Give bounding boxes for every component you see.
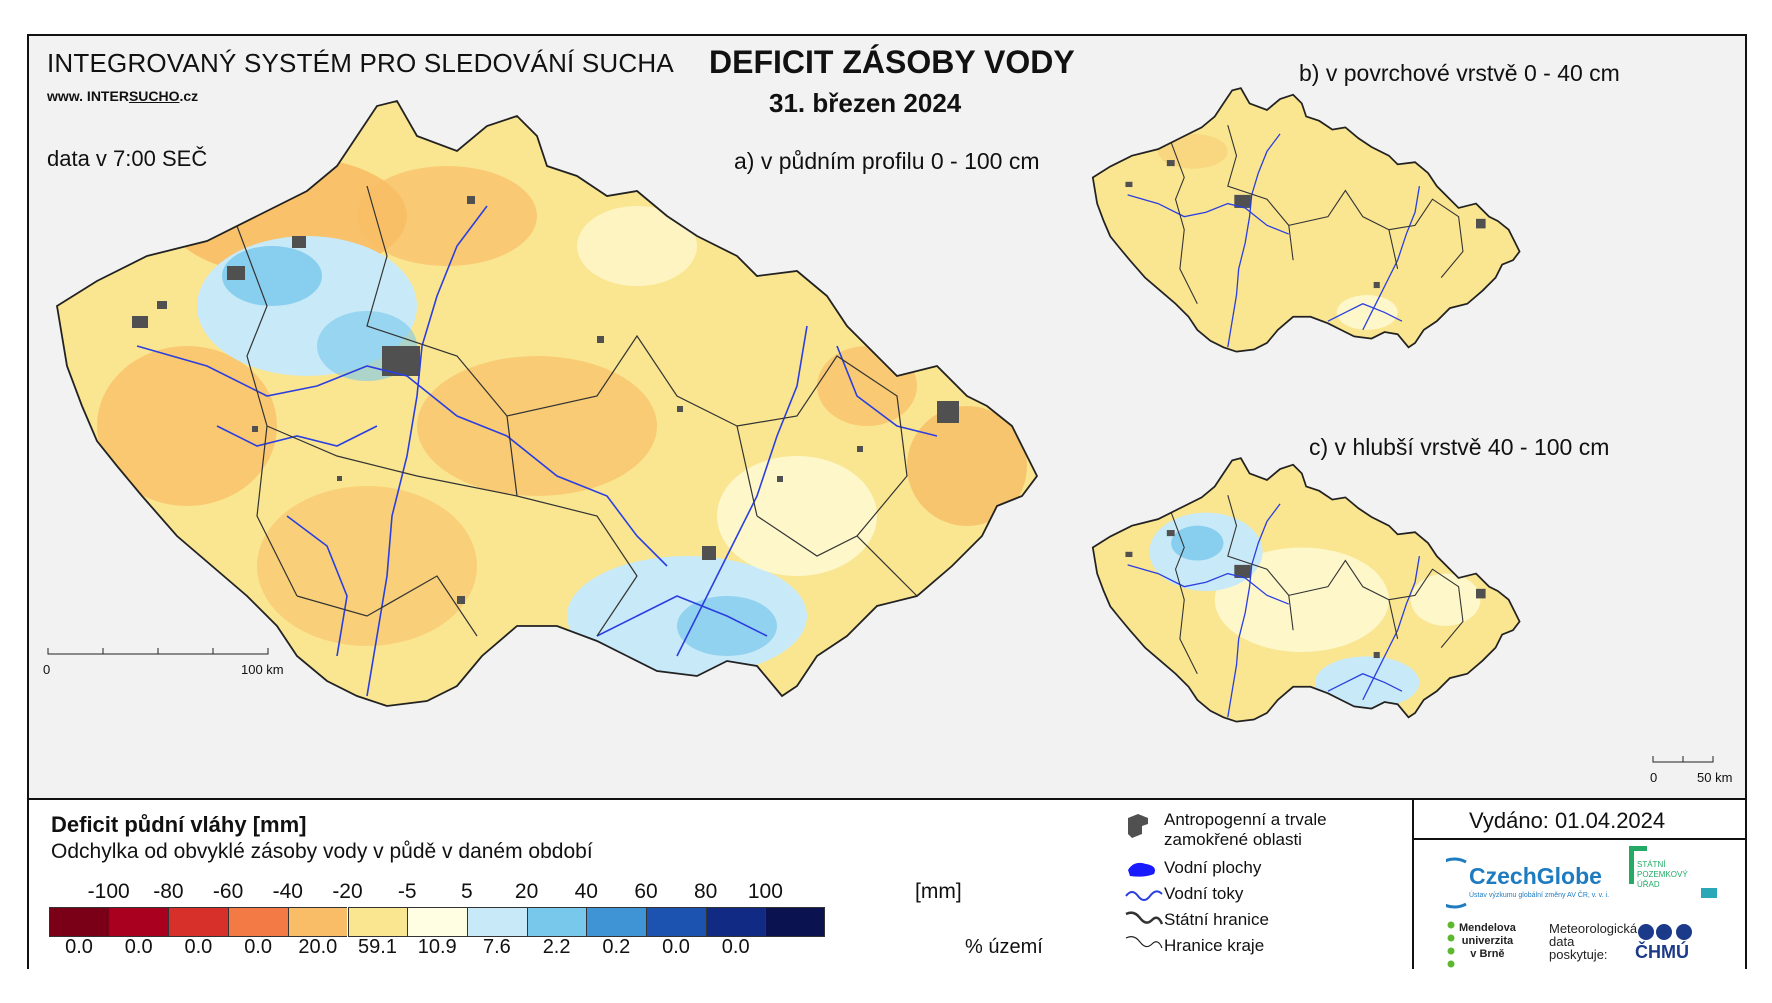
river-icon: [1125, 890, 1163, 901]
legend-class-11: [705, 907, 766, 937]
map-b-label: b) v povrchové vrstvě 0 - 40 cm: [1299, 60, 1620, 86]
main-title: DEFICIT ZÁSOBY VODY: [709, 44, 1075, 80]
legend-class-9: [586, 907, 646, 937]
legend-class-4: [287, 907, 348, 937]
legend-state-border-label: Státní hranice: [1164, 910, 1269, 929]
legend-tick-0: -100: [87, 880, 130, 903]
region-border-icon: [1125, 936, 1163, 949]
footer-divider: [1412, 800, 1414, 969]
legend-region-border-label: Hranice kraje: [1164, 936, 1265, 955]
spu-logo-mark: [1701, 888, 1717, 898]
scale-main-end: 100 km: [241, 662, 284, 677]
legend-tick-10: 80: [694, 880, 718, 903]
czechglobe-subtitle: Ústav výzkumu globální změny AV ČR, v. v…: [1469, 892, 1610, 899]
legend-class-7: [466, 907, 527, 937]
legend-percent-3: 0.0: [244, 936, 272, 958]
legend-tick-8: 40: [574, 880, 598, 903]
water-body-icon: [1128, 862, 1155, 877]
legend-tick-7: 20: [514, 880, 539, 903]
legend-tick-1: -80: [153, 880, 184, 903]
legend-percent-1: 0.0: [124, 936, 153, 958]
legend-tick-5: -5: [397, 880, 417, 903]
legend-class-2: [168, 907, 229, 937]
legend-class-1: [108, 907, 169, 937]
map-a-label: a) v půdním profilu 0 - 100 cm: [734, 148, 1040, 174]
legend-class-8: [526, 907, 587, 937]
legend-tick-9: 60: [634, 880, 658, 903]
czechglobe-logo: [1446, 857, 1467, 909]
scale-bar-main: [47, 648, 269, 655]
legend-percent-0: 0.0: [65, 936, 93, 958]
legend-percent-5: 59.1: [358, 936, 397, 958]
state-border-icon: [1125, 911, 1164, 925]
chmu-logo-text: ČHMÚ: [1635, 942, 1689, 962]
legend-tick-3: -40: [272, 880, 303, 903]
spu-logo-text: STÁTNÍ POZEMKOVÝ ÚŘAD: [1637, 860, 1688, 889]
main-map-a: [56, 100, 1038, 707]
legend-percent-8: 2.2: [542, 936, 571, 958]
scale-main-start: 0: [43, 662, 51, 677]
legend-class-6: [407, 907, 467, 937]
small-map-b: [1091, 87, 1521, 353]
map-c-label: c) v hlubší vrstvě 40 - 100 cm: [1309, 434, 1610, 460]
website-link[interactable]: www. INTERSUCHO.cz: [47, 88, 199, 104]
spu-logo: [1629, 846, 1647, 884]
legend-panel: Deficit půdní vláhy [mm] Odchylka od obv…: [29, 798, 1745, 969]
legend-title: Deficit půdní vláhy [mm]: [51, 812, 307, 837]
legend-class-5: [347, 907, 408, 937]
legend-percent-6: 10.9: [417, 936, 457, 958]
mendel-logo: [1447, 921, 1455, 968]
legend-percent-7: 7.6: [482, 936, 511, 958]
legend-percent-11: 0.0: [721, 936, 750, 958]
mendel-logo-text: Mendelova univerzita v Brně: [1459, 922, 1516, 960]
scale-small-end: 50 km: [1697, 770, 1733, 785]
legend-water-label: Vodní plochy: [1164, 858, 1262, 877]
legend-urban-label-2: zamokřené oblasti: [1164, 830, 1302, 849]
legend-class-3: [228, 907, 288, 937]
meteo-data-label: Meteorologická data poskytuje:: [1549, 921, 1638, 962]
legend-class-12: [765, 907, 826, 937]
system-title: INTEGROVANÝ SYSTÉM PRO SLEDOVÁNÍ SUCHA: [47, 48, 674, 78]
small-map-c: [1091, 457, 1521, 723]
legend-unit: [mm]: [915, 880, 962, 903]
legend-urban-label-1: Antropogenní a trvale: [1164, 810, 1327, 829]
chmu-logo: [1638, 924, 1692, 940]
scale-bar-small: [1652, 756, 1714, 763]
legend-tick-4: -20: [332, 880, 363, 903]
legend-class-0: [49, 907, 109, 937]
issued-date: Vydáno: 01.04.2024: [1469, 808, 1666, 833]
legend-tick-11: 100: [747, 880, 783, 903]
legend-subtitle: Odchylka od obvyklé zásoby vody v půdě v…: [51, 840, 593, 863]
scale-small-start: 0: [1650, 770, 1658, 785]
legend-percent-4: 20.0: [298, 936, 338, 958]
issued-separator: [1414, 838, 1745, 840]
czechglobe-logo-text: CzechGlobe: [1469, 863, 1602, 889]
map-date: 31. březen 2024: [769, 88, 962, 118]
map-area: INTEGROVANÝ SYSTÉM PRO SLEDOVÁNÍ SUCHA w…: [29, 36, 1745, 798]
legend-river-label: Vodní toky: [1164, 884, 1244, 903]
urban-area-icon: [1128, 814, 1148, 838]
map-frame: INTEGROVANÝ SYSTÉM PRO SLEDOVÁNÍ SUCHA w…: [27, 34, 1747, 969]
data-time-label: data v 7:00 SEČ: [47, 146, 208, 171]
legend-class-10: [646, 907, 706, 937]
legend-percent-10: 0.0: [662, 936, 690, 958]
legend-tick-6: 5: [461, 880, 473, 903]
legend-percent-label: % území: [965, 936, 1043, 958]
legend-percent-2: 0.0: [184, 936, 213, 958]
legend-tick-2: -60: [212, 880, 244, 903]
legend-percent-9: 0.2: [602, 936, 631, 958]
